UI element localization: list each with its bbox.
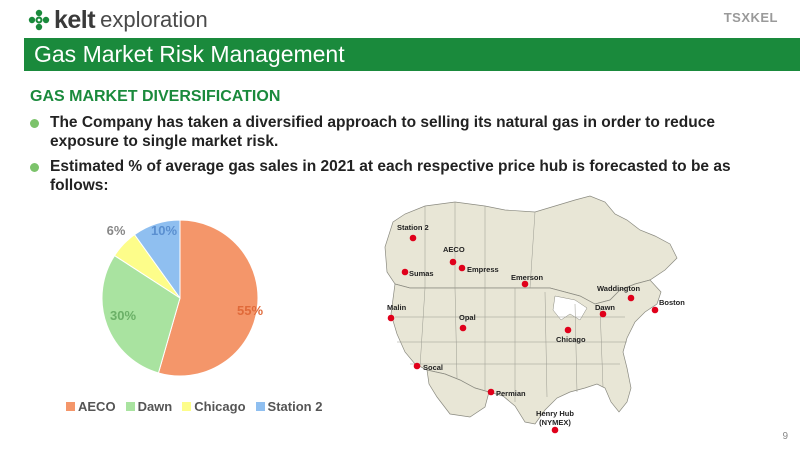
hub-marker-waddington: [627, 294, 635, 302]
legend-label: Station 2: [267, 399, 323, 414]
hub-markers: Station 2 AECO Sumas Empress Emerson Malin Opa…: [387, 223, 685, 434]
legend-swatch: [125, 402, 135, 411]
pie-chart: 55% 30% 6% 10%: [60, 205, 340, 430]
legend-item: AECO: [66, 399, 116, 414]
hub-marker-boston: [651, 306, 659, 314]
hub-label: Opal: [459, 313, 476, 322]
hub-marker-permian: [487, 388, 495, 396]
legend-swatch: [255, 402, 265, 411]
kelt-logo-icon: [28, 9, 50, 31]
hub-label: Permian: [496, 389, 526, 398]
slide-title-bar: Gas Market Risk Management: [24, 38, 800, 71]
pie-slice-aeco: [157, 219, 259, 377]
legend-item: Station 2: [255, 399, 323, 414]
pie-label: 55%: [237, 303, 263, 318]
hub-marker-opal: [459, 324, 467, 332]
legend-item: Dawn: [125, 399, 173, 414]
hub-label: Sumas: [409, 269, 434, 278]
bullet-dot-icon: [30, 163, 39, 172]
hub-label: Henry Hub: [536, 409, 574, 418]
logo-text-kelt: kelt: [54, 5, 96, 34]
border-lines: [395, 202, 627, 402]
hub-label: Dawn: [595, 303, 615, 312]
page-number: 9: [782, 431, 788, 442]
hub-label-henry-hub-sub: (NYMEX): [539, 418, 571, 427]
hub-marker-dawn: [599, 310, 607, 318]
hub-label: Station 2: [397, 223, 429, 232]
pie-slice-dawn: [101, 254, 181, 374]
hub-marker-empress: [458, 264, 466, 272]
legend-label: AECO: [78, 399, 116, 414]
bullet-text: The Company has taken a diversified appr…: [50, 114, 715, 150]
bullet-list: The Company has taken a diversified appr…: [30, 113, 780, 201]
hub-marker-aeco: [449, 258, 457, 266]
bullet-item: The Company has taken a diversified appr…: [30, 113, 780, 151]
section-heading: GAS MARKET DIVERSIFICATION: [30, 88, 281, 105]
bullet-dot-icon: [30, 119, 39, 128]
legend-swatch: [66, 402, 75, 411]
hub-label: Boston: [659, 298, 685, 307]
hub-label: Emerson: [511, 273, 544, 282]
hub-label: Socal: [423, 363, 443, 372]
legend-label: Chicago: [194, 399, 246, 414]
hub-marker-socal: [413, 362, 421, 370]
slide-title: Gas Market Risk Management: [34, 41, 345, 67]
logo-text-exploration: exploration: [100, 7, 208, 32]
hub-label: Malin: [387, 303, 407, 312]
legend-label: Dawn: [137, 399, 173, 414]
hub-marker-chicago: [564, 326, 572, 334]
bullet-text: Estimated % of average gas sales in 2021…: [50, 158, 731, 194]
kelt-logo: kelt exploration: [28, 6, 208, 34]
mexico-region: [426, 369, 490, 418]
pie-slice-station-2: [133, 219, 181, 300]
hub-label: Waddington: [597, 284, 640, 293]
pie-label: 10%: [151, 223, 177, 238]
hub-map: Station 2 AECO Sumas Empress Emerson Malin Opa…: [365, 192, 695, 437]
legend-swatch: [182, 402, 192, 411]
hub-label: Empress: [467, 265, 499, 274]
tsx-kel-logo: TSXKEL: [723, 10, 778, 25]
bullet-item: Estimated % of average gas sales in 2021…: [30, 157, 780, 195]
hub-label: Chicago: [556, 335, 586, 344]
hub-marker-sumas: [401, 268, 409, 276]
pie-label: 30%: [110, 308, 136, 323]
hub-marker-station-2: [409, 234, 417, 242]
hub-marker-malin: [387, 314, 395, 322]
usa-region: [390, 279, 662, 425]
legend-item: Chicago: [182, 399, 246, 414]
pie-label: 6%: [107, 223, 126, 238]
chart-legend: AECO Dawn Chicago Station 2: [66, 399, 322, 414]
pie-chart-svg: 55% 30% 6% 10%: [101, 219, 263, 377]
hub-label: AECO: [443, 245, 465, 254]
north-america-map: Station 2 AECO Sumas Empress Emerson Malin Opa…: [384, 195, 685, 434]
hub-marker-emerson: [521, 280, 529, 288]
hub-marker-henry-hub: [551, 426, 559, 434]
